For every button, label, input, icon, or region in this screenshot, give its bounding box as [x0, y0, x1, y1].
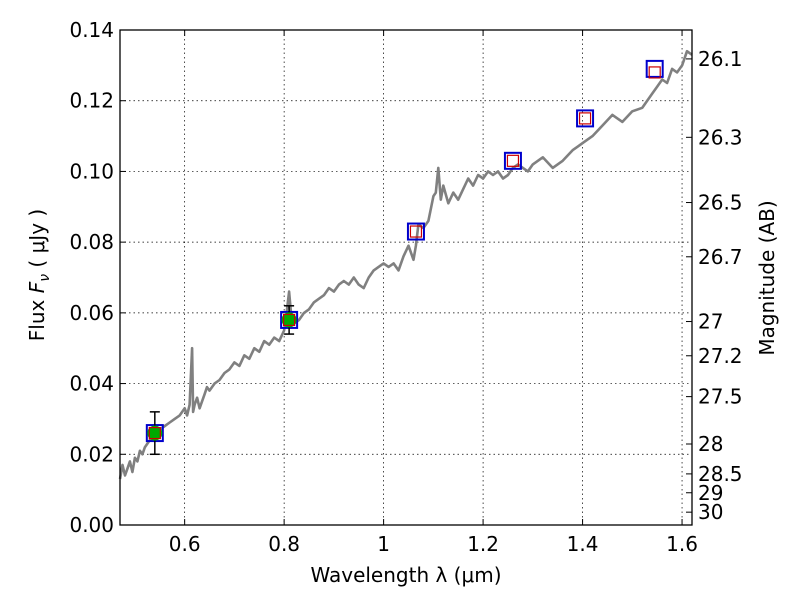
x-tick-label: 1.2 — [467, 532, 499, 556]
y-tick-label: 0.02 — [69, 442, 114, 466]
y2-tick-label: 26.7 — [698, 245, 743, 269]
y-tick-label: 0.08 — [69, 230, 114, 254]
model-photometry-marker — [503, 151, 522, 170]
y-axis-label-subscript: ν — [37, 274, 53, 282]
tick-layer: 0.6 0.8 1 1.2 1.4 1.6 0.00 0.02 0.04 0.06 0.08 0.10… — [69, 18, 742, 556]
observed-photometry-marker — [147, 425, 163, 441]
y2-tick-label: 26.1 — [698, 47, 743, 71]
marker-layer — [145, 59, 664, 456]
spectrum-line — [118, 49, 693, 480]
y2-tick-label: 26.5 — [698, 191, 743, 215]
y-tick-label: 0.06 — [69, 301, 114, 325]
y-tick-label: 0.12 — [69, 89, 114, 113]
y2-tick-label: 28 — [698, 432, 723, 456]
x-tick-label: 1 — [377, 532, 390, 556]
y2-tick-label: 29 — [698, 481, 723, 505]
x-axis-label: Wavelength λ (μm) — [310, 563, 501, 587]
observed-photometry-marker — [281, 312, 297, 328]
x-tick-label: 0.8 — [268, 532, 300, 556]
spectrum-layer — [118, 49, 693, 480]
model-photometry-marker — [576, 109, 595, 128]
grid-lines — [120, 30, 692, 525]
y-tick-label: 0.14 — [69, 18, 114, 42]
model-photometry-marker — [406, 222, 425, 241]
x-tick-label: 0.6 — [169, 532, 201, 556]
y-axis-label-prefix: Flux — [25, 293, 49, 341]
observed-limit-marker — [283, 313, 296, 327]
y2-tick-label: 27.5 — [698, 385, 743, 409]
y-axis-label-units: ( μJy ) — [25, 209, 49, 274]
plot-frame — [119, 29, 693, 526]
observed-limit-marker — [409, 225, 423, 238]
model-photometry-marker — [645, 59, 664, 78]
y-axis-label: Flux Fν ( μJy ) — [25, 209, 53, 341]
y-tick-label: 0.00 — [69, 513, 114, 537]
y2-axis-label: Magnitude (AB) — [755, 200, 779, 355]
x-tick-label: 1.6 — [666, 532, 698, 556]
observed-limit-marker — [148, 426, 161, 440]
x-tick-label: 1.4 — [567, 532, 599, 556]
y2-tick-label: 27.2 — [698, 344, 743, 368]
y-tick-label: 0.10 — [69, 159, 114, 183]
y2-tick-label: 30 — [698, 500, 723, 524]
y2-tick-label: 26.3 — [698, 125, 743, 149]
y-axis-label-symbol: F — [25, 281, 49, 293]
y2-tick-label: 28.5 — [698, 462, 743, 486]
y2-tick-label: 27 — [698, 310, 723, 334]
observed-limit-marker — [578, 112, 592, 125]
y-tick-label: 0.04 — [69, 372, 114, 396]
observed-limit-marker — [648, 66, 661, 79]
observed-limit-marker — [506, 154, 520, 167]
